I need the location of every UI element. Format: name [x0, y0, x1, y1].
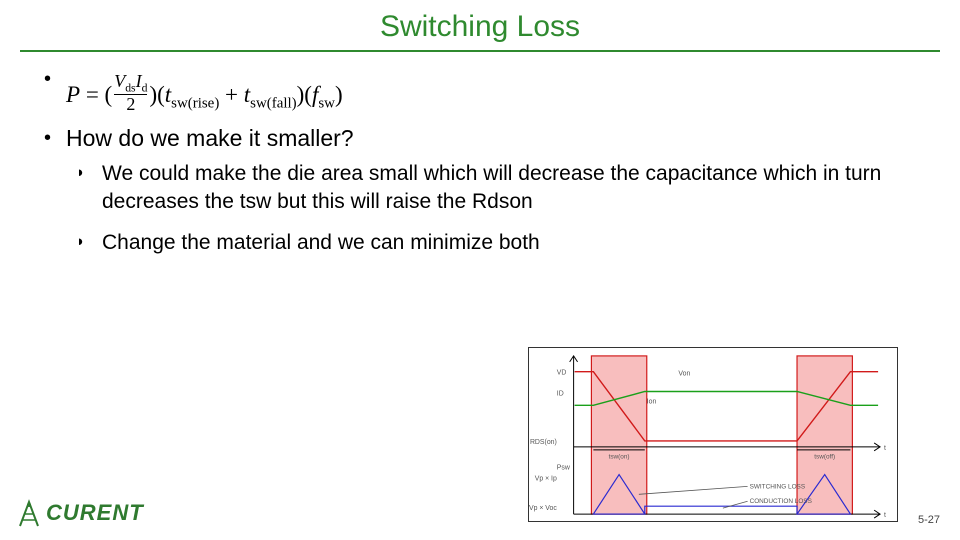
formula: P = (VdsId2)(tsw(rise) + tsw(fall))(fsw) — [66, 82, 343, 107]
label-tsw-on: tsw(on) — [609, 454, 630, 461]
curent-logo-text: CURENT — [46, 500, 144, 526]
label-vpvoc: Vp × Voc — [529, 505, 557, 512]
label-vd: VD — [557, 370, 567, 377]
slide-number: 5-27 — [918, 514, 940, 526]
diagram-svg: VD ID Ip × RDS(on) Psw Vp × Ip Vp × Voc … — [529, 348, 897, 521]
formula-item: P = (VdsId2)(tsw(rise) + tsw(fall))(fsw) — [44, 66, 920, 113]
label-von: Von — [678, 371, 690, 378]
label-psw: Psw — [557, 465, 570, 472]
curent-logo-icon — [16, 498, 42, 528]
question-text: How do we make it smaller? — [66, 125, 354, 151]
question-item: How do we make it smaller? We could make… — [44, 125, 920, 257]
label-tsw-off: tsw(off) — [814, 454, 835, 461]
conduction-loss-level — [645, 506, 797, 514]
label-vpip: Vp × Ip — [535, 475, 557, 482]
sub-bullet-1: We could make the die area small which w… — [76, 160, 920, 217]
label-iprdon: Ip × RDS(on) — [529, 439, 557, 446]
curent-logo: CURENT — [16, 498, 144, 528]
label-ion: Ion — [647, 398, 657, 405]
slide-content: P = (VdsId2)(tsw(rise) + tsw(fall))(fsw)… — [0, 52, 960, 257]
label-switching-loss: SWITCHING LOSS — [750, 483, 806, 490]
label-id: ID — [557, 390, 564, 397]
switching-loss-arrow — [639, 486, 748, 494]
conduction-loss-arrow — [723, 501, 748, 508]
slide-title: Switching Loss — [0, 0, 960, 50]
switching-loss-diagram: VD ID Ip × RDS(on) Psw Vp × Ip Vp × Voc … — [528, 347, 898, 522]
label-t-bot: t — [884, 512, 886, 519]
label-conduction-loss: CONDUCTION LOSS — [750, 498, 812, 505]
label-t-top: t — [884, 445, 886, 452]
sub-bullet-2: Change the material and we can minimize … — [76, 229, 920, 257]
